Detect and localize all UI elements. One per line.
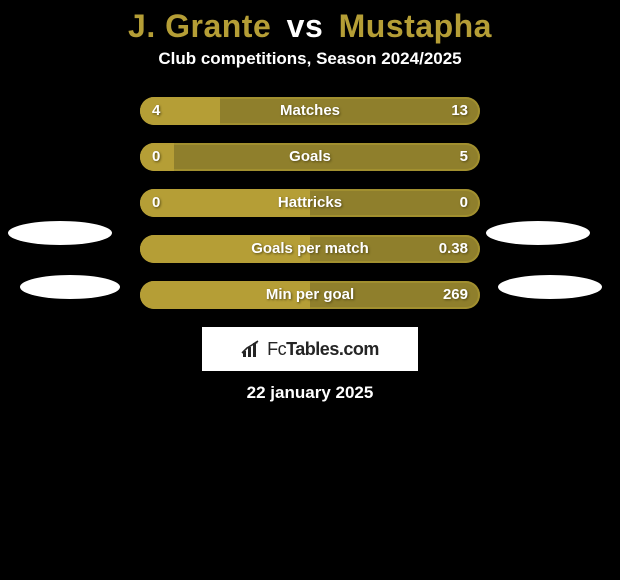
stat-row: Min per goal269 <box>140 281 480 309</box>
stat-row: 4Matches13 <box>140 97 480 125</box>
chart-icon <box>241 339 263 359</box>
stat-label: Min per goal <box>140 281 480 309</box>
fctables-logo: FcTables.com <box>241 339 379 360</box>
stat-row: 0Hattricks0 <box>140 189 480 217</box>
stat-value-right: 5 <box>460 143 468 171</box>
date-label: 22 january 2025 <box>0 383 620 403</box>
logo-tables: Tables.com <box>286 339 379 359</box>
stat-value-right: 0 <box>460 189 468 217</box>
player2-name: Mustapha <box>339 8 492 44</box>
stat-label: Goals <box>140 143 480 171</box>
stat-label: Goals per match <box>140 235 480 263</box>
subtitle: Club competitions, Season 2024/2025 <box>0 49 620 69</box>
player1-name: J. Grante <box>128 8 271 44</box>
player2-badge-2 <box>498 275 602 299</box>
stat-value-right: 13 <box>451 97 468 125</box>
logo-fc: Fc <box>267 339 286 359</box>
player1-badge-2 <box>20 275 120 299</box>
content-area: 4Matches130Goals50Hattricks0Goals per ma… <box>0 97 620 403</box>
stat-value-right: 0.38 <box>439 235 468 263</box>
stat-label: Hattricks <box>140 189 480 217</box>
player1-badge-1 <box>8 221 112 245</box>
stat-row: Goals per match0.38 <box>140 235 480 263</box>
logo-text: FcTables.com <box>267 339 379 360</box>
stat-label: Matches <box>140 97 480 125</box>
player2-badge-1 <box>486 221 590 245</box>
stats-bars: 4Matches130Goals50Hattricks0Goals per ma… <box>140 97 480 309</box>
vs-label: vs <box>287 8 324 44</box>
page-title: J. Grante vs Mustapha <box>0 0 620 49</box>
stat-value-right: 269 <box>443 281 468 309</box>
stat-row: 0Goals5 <box>140 143 480 171</box>
logo-box: FcTables.com <box>202 327 418 371</box>
